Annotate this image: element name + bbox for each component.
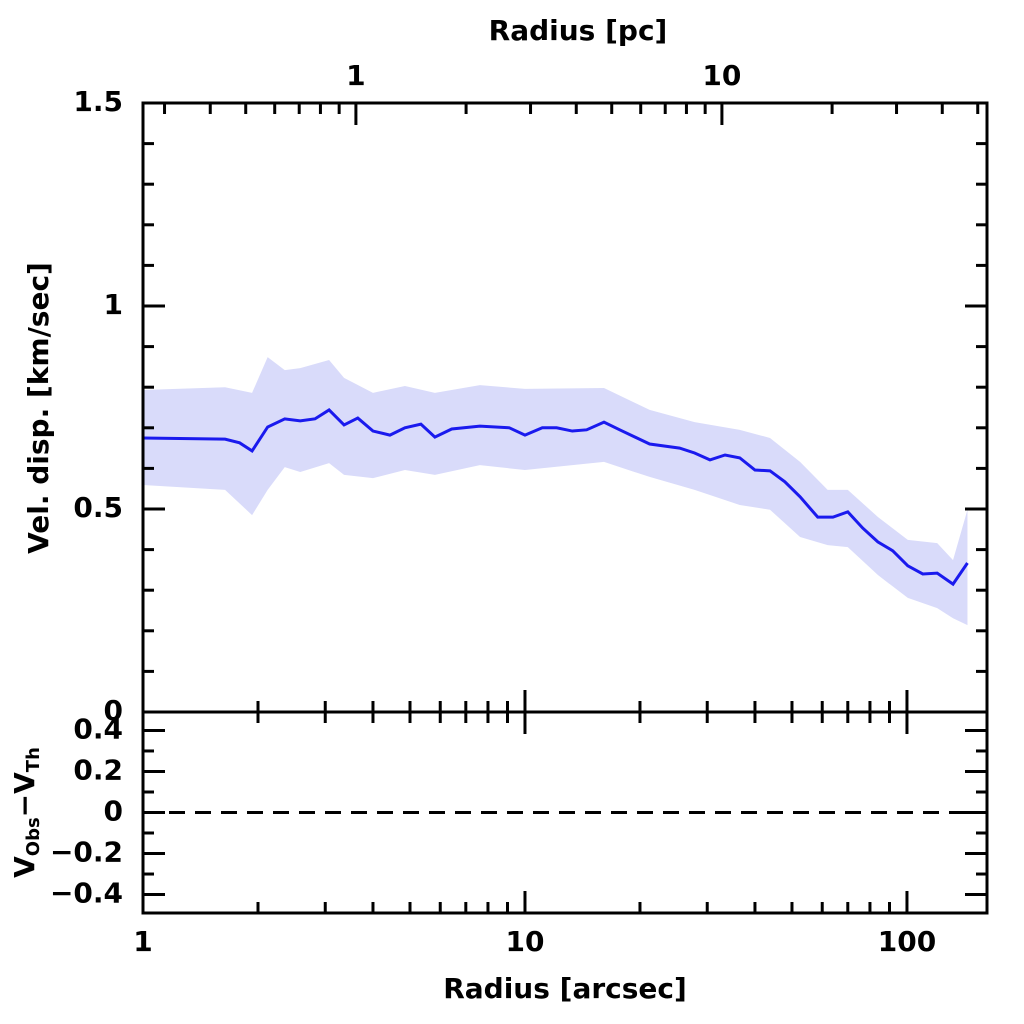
y-title-part: V	[8, 856, 41, 878]
x-axis-title: Radius [arcsec]	[443, 972, 687, 1005]
y-axis-title: Vel. disp. [km/sec]	[22, 262, 55, 554]
top-axis-title: Radius [pc]	[489, 14, 668, 47]
y-tick-label: 0	[104, 694, 123, 727]
y-tick-label: 0	[104, 795, 123, 828]
y-axis-title: VObs−VTh	[8, 747, 44, 878]
x-tick-label: 10	[505, 925, 544, 958]
y-title-part: −V	[8, 772, 41, 817]
y-tick-label: 0.4	[73, 712, 123, 745]
top-tick-label: 1	[346, 59, 365, 92]
y-tick-label: −0.2	[50, 836, 123, 869]
x-tick-label: 1	[133, 925, 152, 958]
y-tick-label: 0.2	[73, 753, 123, 786]
y-tick-label: 1.5	[73, 85, 123, 118]
y-tick-label: 0.5	[73, 491, 123, 524]
error-band	[143, 357, 968, 626]
y-title-subscript: Obs	[23, 817, 44, 856]
y-title-subscript: Th	[23, 747, 44, 772]
y-tick-label: −0.4	[50, 877, 123, 910]
y-tick-label: 1	[104, 288, 123, 321]
data-line	[142, 408, 969, 587]
x-tick-label: 100	[878, 925, 936, 958]
plot-frame	[141, 710, 989, 915]
top-tick-label: 10	[702, 59, 741, 92]
